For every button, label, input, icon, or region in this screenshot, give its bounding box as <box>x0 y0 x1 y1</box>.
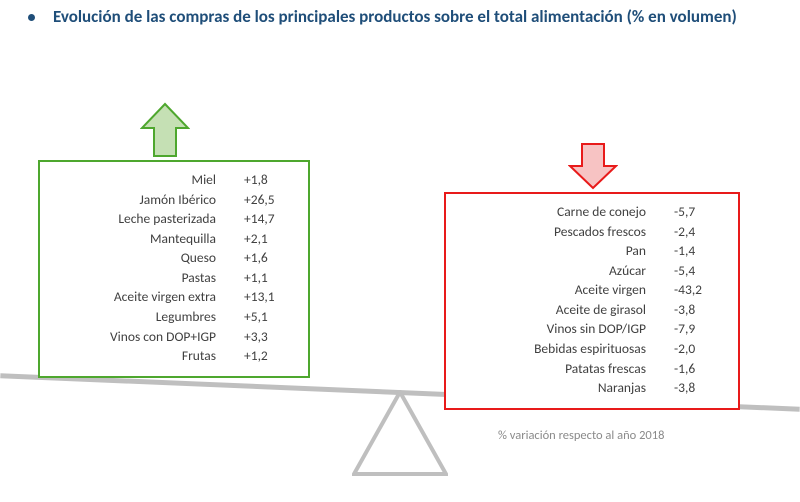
product-label: Frutas <box>54 346 244 366</box>
table-row: Aceite de girasol-3,8 <box>460 300 724 320</box>
product-label: Legumbres <box>54 307 244 327</box>
title-row: Evolución de las compras de los principa… <box>0 0 800 29</box>
product-value: +13,1 <box>244 287 294 307</box>
product-value: -5,4 <box>674 261 724 281</box>
product-label: Miel <box>54 170 244 190</box>
table-row: Bebidas espirituosas-2,0 <box>460 339 724 359</box>
table-row: Jamón Ibérico+26,5 <box>54 190 294 210</box>
chart-title: Evolución de las compras de los principa… <box>53 6 737 29</box>
product-label: Bebidas espirituosas <box>460 339 674 359</box>
product-label: Leche pasterizada <box>54 209 244 229</box>
product-value: -3,8 <box>674 378 724 398</box>
product-value: +5,1 <box>244 307 294 327</box>
table-row: Azúcar-5,4 <box>460 261 724 281</box>
product-label: Aceite de girasol <box>460 300 674 320</box>
product-value: +1,6 <box>244 248 294 268</box>
product-label: Pan <box>460 241 674 261</box>
product-label: Vinos con DOP+IGP <box>54 327 244 347</box>
table-row: Aceite virgen extra+13,1 <box>54 287 294 307</box>
product-value: -5,7 <box>674 202 724 222</box>
table-row: Legumbres+5,1 <box>54 307 294 327</box>
decreasing-products-box: Carne de conejo-5,7Pescados frescos-2,4P… <box>444 192 740 410</box>
table-row: Carne de conejo-5,7 <box>460 202 724 222</box>
product-value: -2,0 <box>674 339 724 359</box>
product-value: +26,5 <box>244 190 294 210</box>
fulcrum-icon <box>352 390 448 476</box>
product-value: -1,4 <box>674 241 724 261</box>
table-row: Pescados frescos-2,4 <box>460 222 724 242</box>
product-label: Pescados frescos <box>460 222 674 242</box>
product-value: -3,8 <box>674 300 724 320</box>
product-label: Jamón Ibérico <box>54 190 244 210</box>
down-arrow-icon <box>568 142 618 190</box>
bullet-icon <box>28 14 35 21</box>
product-value: +2,1 <box>244 229 294 249</box>
product-value: -43,2 <box>674 280 724 300</box>
table-row: Naranjas-3,8 <box>460 378 724 398</box>
product-label: Azúcar <box>460 261 674 281</box>
table-row: Queso+1,6 <box>54 248 294 268</box>
product-label: Pastas <box>54 268 244 288</box>
table-row: Mantequilla+2,1 <box>54 229 294 249</box>
product-label: Vinos sin DOP/IGP <box>460 319 674 339</box>
product-label: Patatas frescas <box>460 359 674 379</box>
footnote-text: % variación respecto al año 2018 <box>498 428 664 443</box>
table-row: Leche pasterizada+14,7 <box>54 209 294 229</box>
product-value: +3,3 <box>244 327 294 347</box>
product-label: Naranjas <box>460 378 674 398</box>
product-label: Mantequilla <box>54 229 244 249</box>
up-arrow-icon <box>140 102 190 158</box>
table-row: Pastas+1,1 <box>54 268 294 288</box>
product-value: +1,8 <box>244 170 294 190</box>
table-row: Frutas+1,2 <box>54 346 294 366</box>
product-value: -1,6 <box>674 359 724 379</box>
product-value: +1,1 <box>244 268 294 288</box>
product-label: Aceite virgen <box>460 280 674 300</box>
product-label: Aceite virgen extra <box>54 287 244 307</box>
balance-stage: Miel+1,8Jamón Ibérico+26,5Leche pasteriz… <box>0 70 800 502</box>
table-row: Aceite virgen-43,2 <box>460 280 724 300</box>
product-value: -7,9 <box>674 319 724 339</box>
product-label: Carne de conejo <box>460 202 674 222</box>
product-label: Queso <box>54 248 244 268</box>
product-value: +14,7 <box>244 209 294 229</box>
product-value: -2,4 <box>674 222 724 242</box>
table-row: Patatas frescas-1,6 <box>460 359 724 379</box>
product-value: +1,2 <box>244 346 294 366</box>
table-row: Vinos con DOP+IGP+3,3 <box>54 327 294 347</box>
table-row: Miel+1,8 <box>54 170 294 190</box>
increasing-products-box: Miel+1,8Jamón Ibérico+26,5Leche pasteriz… <box>38 160 310 378</box>
table-row: Pan-1,4 <box>460 241 724 261</box>
table-row: Vinos sin DOP/IGP-7,9 <box>460 319 724 339</box>
